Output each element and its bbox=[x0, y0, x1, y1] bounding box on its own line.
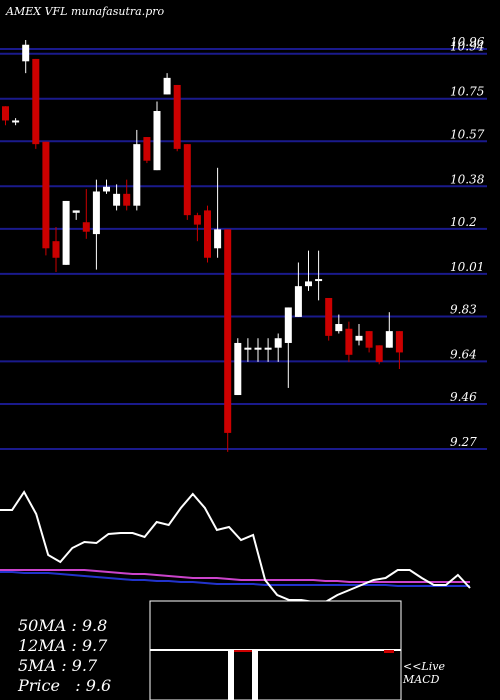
candle-up bbox=[153, 111, 161, 171]
candle-up bbox=[244, 347, 252, 350]
candle-down bbox=[82, 222, 90, 232]
candle-up bbox=[305, 281, 312, 287]
candle-down bbox=[204, 210, 211, 258]
candle-down bbox=[193, 215, 201, 225]
ma50-label: 50MA : 9.8 bbox=[18, 616, 108, 635]
candle-up bbox=[264, 347, 272, 350]
candle-up bbox=[385, 331, 393, 348]
candle-down bbox=[365, 331, 373, 348]
candle-down bbox=[224, 229, 232, 433]
candle-down bbox=[395, 331, 403, 353]
y-tick-label: 10.38 bbox=[450, 172, 485, 186]
ma12-label: 12MA : 9.7 bbox=[18, 636, 108, 655]
candle-down bbox=[32, 58, 40, 145]
candle-up bbox=[294, 286, 302, 317]
candle-down bbox=[42, 141, 50, 249]
candle-up bbox=[335, 324, 343, 332]
hist-bar bbox=[228, 650, 234, 700]
y-tick-label: 10.01 bbox=[450, 260, 484, 274]
macd-signal-slow bbox=[0, 569, 470, 583]
candle-up bbox=[92, 191, 100, 235]
hist-bar-red bbox=[384, 650, 394, 653]
y-tick-label: 9.46 bbox=[450, 390, 477, 404]
price-label: Price : 9.6 bbox=[18, 676, 112, 695]
candle-down bbox=[345, 328, 353, 355]
candle-up bbox=[234, 342, 242, 396]
y-tick-label: 9.64 bbox=[450, 347, 477, 361]
y-tick-label: 9.27 bbox=[450, 435, 477, 449]
candle-down bbox=[2, 106, 9, 121]
macd-panel bbox=[0, 490, 471, 603]
y-tick-label: 10.75 bbox=[450, 85, 484, 99]
macd-label: MACD bbox=[403, 673, 440, 686]
price-grid bbox=[0, 48, 487, 450]
candle-down bbox=[52, 241, 60, 258]
hist-bar bbox=[252, 650, 258, 700]
candle-down bbox=[375, 345, 383, 362]
candle-up bbox=[22, 44, 30, 62]
candle-up bbox=[12, 120, 20, 123]
candle-up bbox=[355, 335, 363, 341]
candle-up bbox=[254, 347, 262, 350]
candle-up bbox=[214, 229, 222, 249]
ma5-label: 5MA : 9.7 bbox=[18, 656, 98, 675]
candle-down bbox=[183, 144, 191, 216]
candle-up bbox=[113, 193, 121, 206]
live-label: <<Live bbox=[403, 660, 445, 673]
hist-bar-red bbox=[234, 650, 252, 652]
candle-up bbox=[133, 144, 141, 206]
live-macd-label: <<Live MACD bbox=[403, 660, 445, 686]
candle-up bbox=[163, 77, 171, 95]
candle-down bbox=[143, 137, 151, 161]
candlesticks bbox=[2, 40, 403, 452]
candle-down bbox=[173, 84, 181, 149]
candle-down bbox=[325, 297, 333, 336]
candle-down bbox=[123, 193, 131, 206]
candle-up bbox=[103, 186, 110, 192]
y-tick-label: 10.94 bbox=[450, 40, 484, 54]
candle-up bbox=[274, 338, 282, 348]
candle-up bbox=[62, 200, 70, 265]
y-tick-label: 10.57 bbox=[450, 127, 485, 141]
candle-up bbox=[284, 307, 292, 343]
candle-up bbox=[315, 279, 323, 282]
macd-histogram-panel bbox=[149, 600, 402, 700]
macd-line bbox=[0, 490, 471, 603]
y-tick-label: 10.2 bbox=[450, 215, 477, 229]
y-tick-label: 10.96 bbox=[450, 35, 485, 49]
candle-up bbox=[72, 210, 80, 213]
chart-header: AMEX VFL munafasutra.pro bbox=[6, 5, 165, 18]
macd-signal-fast bbox=[0, 571, 470, 587]
y-tick-label: 9.83 bbox=[450, 302, 477, 316]
